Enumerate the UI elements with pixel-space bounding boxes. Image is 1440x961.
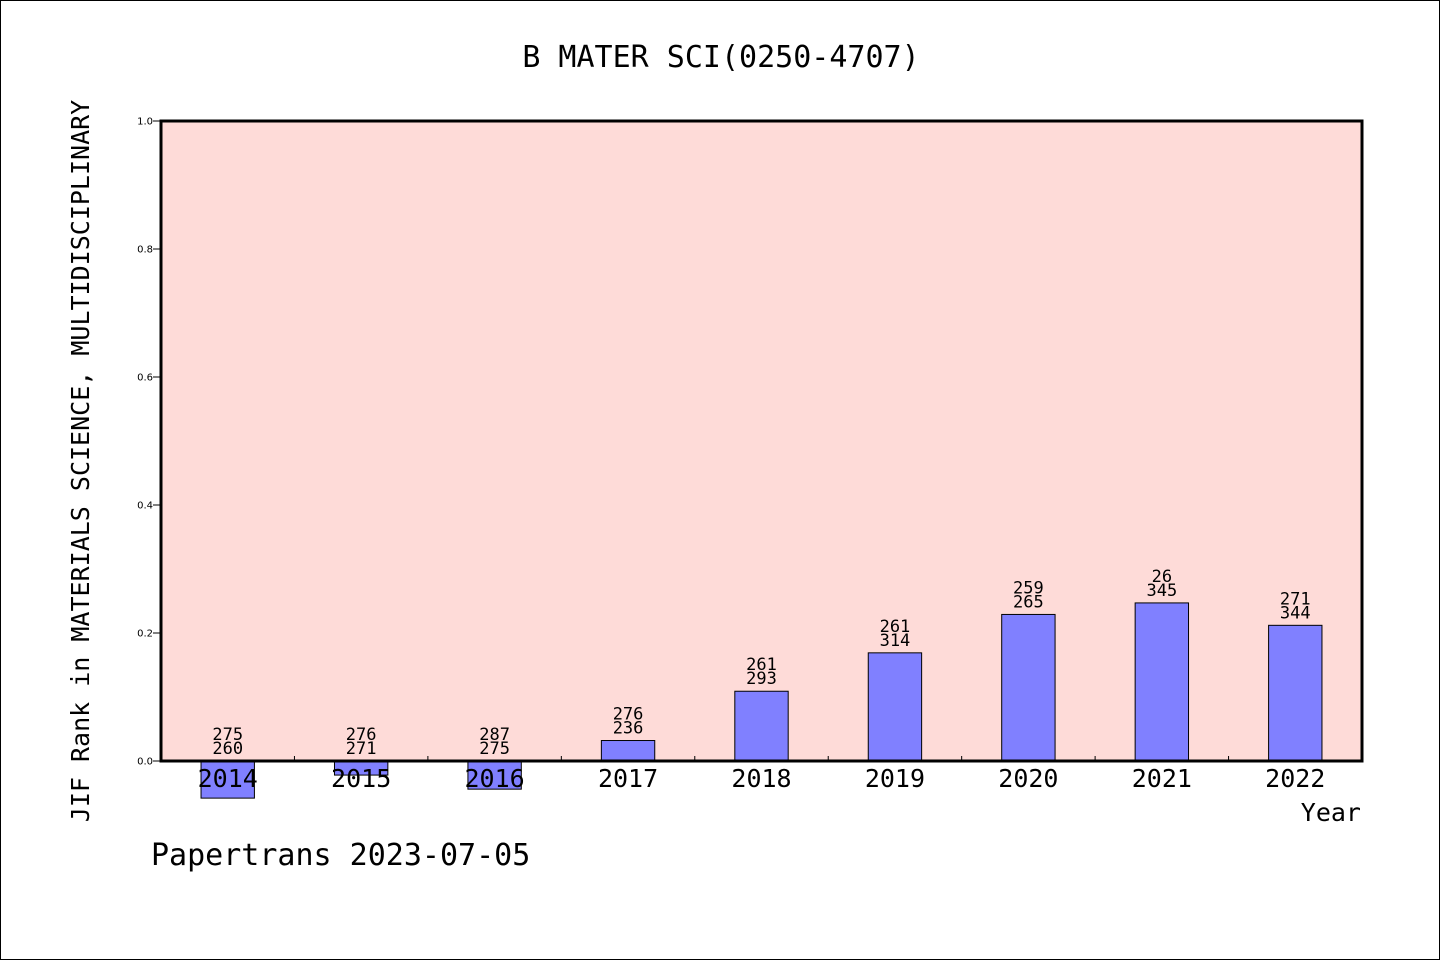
bar-label-bottom: 314	[880, 631, 911, 651]
bar-label-bottom: 236	[613, 719, 644, 739]
bar-2016	[467, 760, 522, 790]
bar-2014	[200, 760, 255, 799]
y-tick-label: 0.4	[137, 501, 153, 512]
bar-label-top: 276	[346, 725, 377, 745]
bar-2017	[600, 740, 656, 762]
y-tick-label: 0.0	[137, 757, 153, 768]
bar-label-top: 261	[880, 617, 911, 637]
y-tick-label: 0.8	[137, 245, 153, 256]
x-axis-ticks: 2014 2015 2016 2017 2018 2019 2020 2021 2022	[198, 756, 1325, 793]
watermark-text: Papertrans 2023-07-05	[151, 838, 530, 873]
bar-label-top: 271	[1280, 589, 1311, 609]
x-tick-label: 2019	[865, 764, 925, 793]
plot-border	[159, 119, 1364, 763]
bar-2021	[1134, 602, 1190, 762]
x-tick-label: 2020	[998, 764, 1058, 793]
bar-labels-layer: 2752602762712872752762362612932613142592…	[212, 567, 1310, 759]
y-axis-ticks: 0.0 0.2 0.4 0.6 0.8 1.0	[137, 117, 161, 768]
bar-2019	[867, 652, 923, 762]
x-tick-label: 2021	[1132, 764, 1192, 793]
bar-label-bottom: 345	[1146, 581, 1177, 601]
bar-label-top: 275	[212, 725, 243, 745]
y-tick-label: 1.0	[137, 117, 153, 128]
bar-label-top: 259	[1013, 578, 1044, 598]
bar-label-top: 261	[746, 655, 777, 675]
x-tick-label: 2022	[1265, 764, 1325, 793]
bar-label-bottom: 265	[1013, 592, 1044, 612]
bar-label-top: 276	[613, 705, 644, 725]
x-axis-label: Year	[1301, 798, 1361, 827]
x-tick-label: 2015	[331, 764, 391, 793]
bar-2020	[1001, 613, 1056, 762]
bar-label-bottom: 260	[212, 739, 243, 759]
y-axis-label: JIF Rank in MATERIALS SCIENCE, MULTIDISC…	[66, 100, 95, 822]
y-tick-label: 0.2	[137, 629, 153, 640]
bar-label-top: 287	[479, 725, 510, 745]
chart-title: B MATER SCI(0250-4707)	[522, 40, 919, 75]
bar-2022	[1268, 624, 1323, 762]
bar-label-bottom: 344	[1280, 603, 1311, 623]
x-tick-label: 2017	[598, 764, 658, 793]
bar-label-top: 26	[1152, 567, 1172, 587]
y-tick-label: 0.6	[137, 373, 153, 384]
bar-label-bottom: 271	[346, 739, 377, 759]
bar-label-bottom: 293	[746, 669, 777, 689]
bar-label-bottom: 275	[479, 739, 510, 759]
x-tick-label: 2016	[465, 764, 525, 793]
x-tick-label: 2018	[731, 764, 791, 793]
x-tick-label: 2014	[198, 764, 258, 793]
bar-2018	[734, 690, 789, 762]
bars-layer	[200, 602, 1323, 799]
